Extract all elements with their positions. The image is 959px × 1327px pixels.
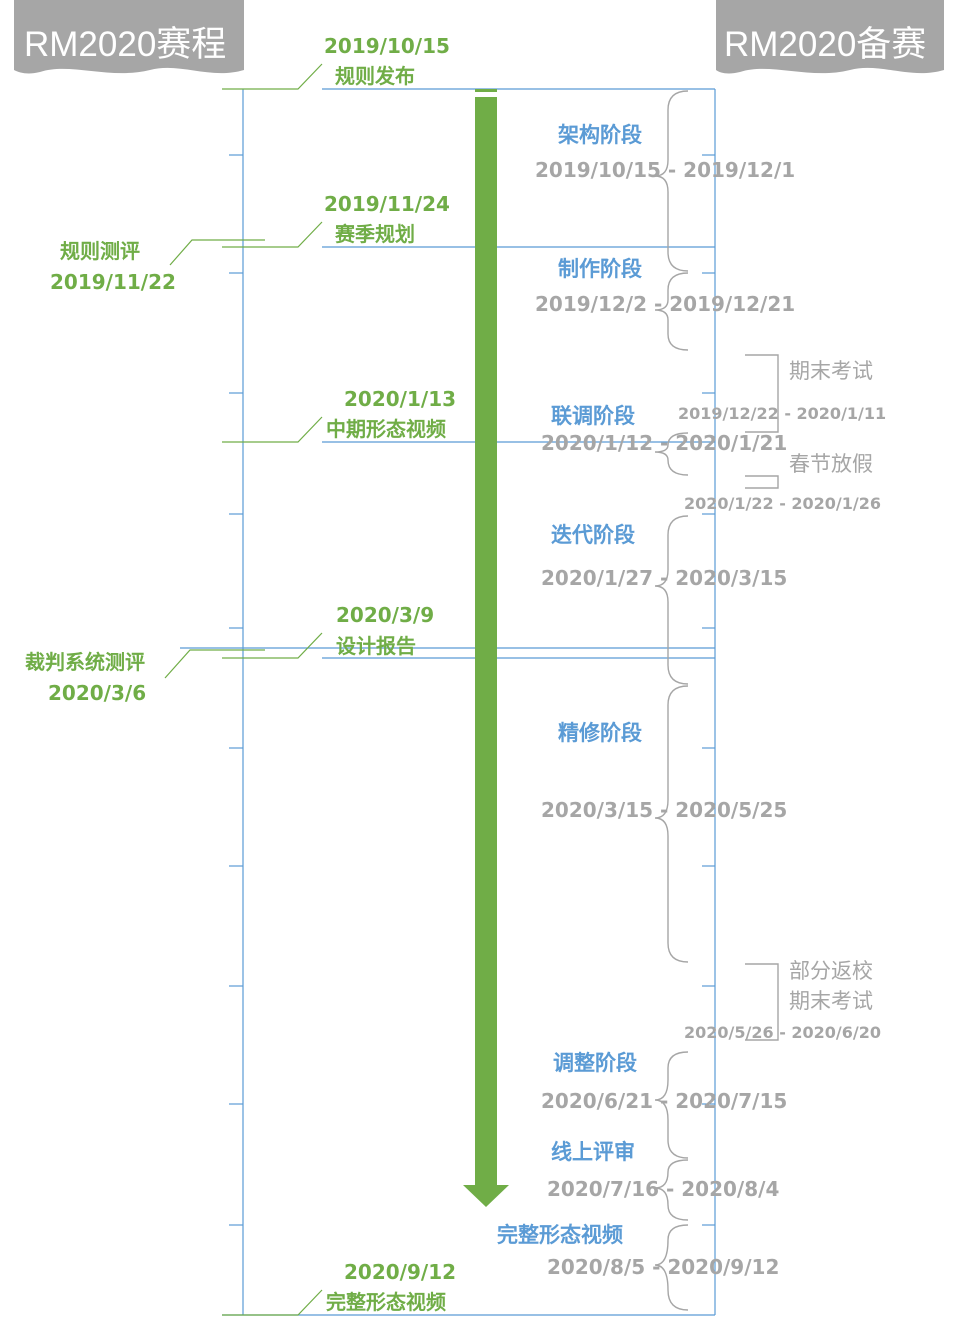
progress-arrow-shaft — [475, 97, 497, 1185]
break-range: 2020/5/26 - 2020/6/20 — [684, 1023, 882, 1042]
break-brackets — [745, 354, 779, 1041]
phase-range: 2019/10/15 - 2019/12/1 — [535, 158, 796, 182]
break-name: 部分返校 — [789, 959, 873, 983]
milestone-label: 中期形态视频 — [326, 417, 446, 441]
phase-name: 完整形态视频 — [497, 1223, 623, 1247]
left-header-banner — [14, 0, 244, 74]
break-name: 期末考试 — [789, 989, 873, 1013]
phase-name: 架构阶段 — [558, 123, 642, 147]
milestone-date: 2020/1/13 — [344, 387, 457, 411]
milestone-label: 赛季规划 — [335, 222, 415, 246]
side-event-label: 裁判系统测评 — [25, 650, 145, 674]
phase-braces — [654, 90, 689, 1311]
side-event-date: 2020/3/6 — [48, 681, 147, 705]
milestone-date: 2019/11/24 — [324, 192, 450, 216]
milestone-date: 2019/10/15 — [324, 34, 450, 58]
phase-range: 2020/7/16 - 2020/8/4 — [547, 1177, 780, 1201]
progress-arrow-cap — [475, 89, 497, 92]
phase-name: 精修阶段 — [558, 721, 642, 745]
leader-lines — [164, 63, 323, 1316]
phase-range: 2020/8/5 - 2020/9/12 — [547, 1255, 780, 1279]
break-range: 2019/12/22 - 2020/1/11 — [678, 404, 887, 423]
phase-name: 线上评审 — [551, 1140, 635, 1164]
progress-arrow-head — [463, 1185, 509, 1207]
phase-name: 制作阶段 — [558, 257, 642, 281]
milestone-lines — [180, 88, 715, 1316]
phase-range: 2020/6/21 - 2020/7/15 — [541, 1089, 788, 1113]
phase-name: 联调阶段 — [551, 404, 635, 428]
side-event-label: 规则测评 — [60, 239, 140, 263]
right-header-title: RM2020备赛 — [724, 25, 927, 64]
left-header-title: RM2020赛程 — [24, 25, 227, 64]
left-header: RM2020赛程 — [14, 0, 244, 70]
milestone-label: 完整形态视频 — [326, 1290, 446, 1314]
break-range: 2020/1/22 - 2020/1/26 — [684, 494, 882, 513]
phase-range: 2020/1/12 - 2020/1/21 — [541, 431, 788, 455]
break-name: 春节放假 — [789, 452, 873, 476]
right-header: RM2020备赛 — [716, 0, 944, 70]
phase-name: 迭代阶段 — [551, 523, 635, 547]
break-name: 期末考试 — [789, 359, 873, 383]
phase-range: 2020/1/27 - 2020/3/15 — [541, 566, 788, 590]
side-event-date: 2019/11/22 — [50, 270, 176, 294]
phase-name: 调整阶段 — [553, 1051, 637, 1075]
left-axis-ticks — [229, 154, 243, 1226]
milestone-label: 规则发布 — [335, 64, 415, 88]
milestone-label: 设计报告 — [336, 634, 416, 658]
right-header-banner — [716, 0, 944, 74]
milestone-date: 2020/3/9 — [336, 603, 435, 627]
milestone-date: 2020/9/12 — [344, 1260, 457, 1284]
phase-range: 2019/12/2 - 2019/12/21 — [535, 292, 796, 316]
right-axis-ticks — [702, 154, 715, 1226]
phase-range: 2020/3/15 - 2020/5/25 — [541, 798, 788, 822]
